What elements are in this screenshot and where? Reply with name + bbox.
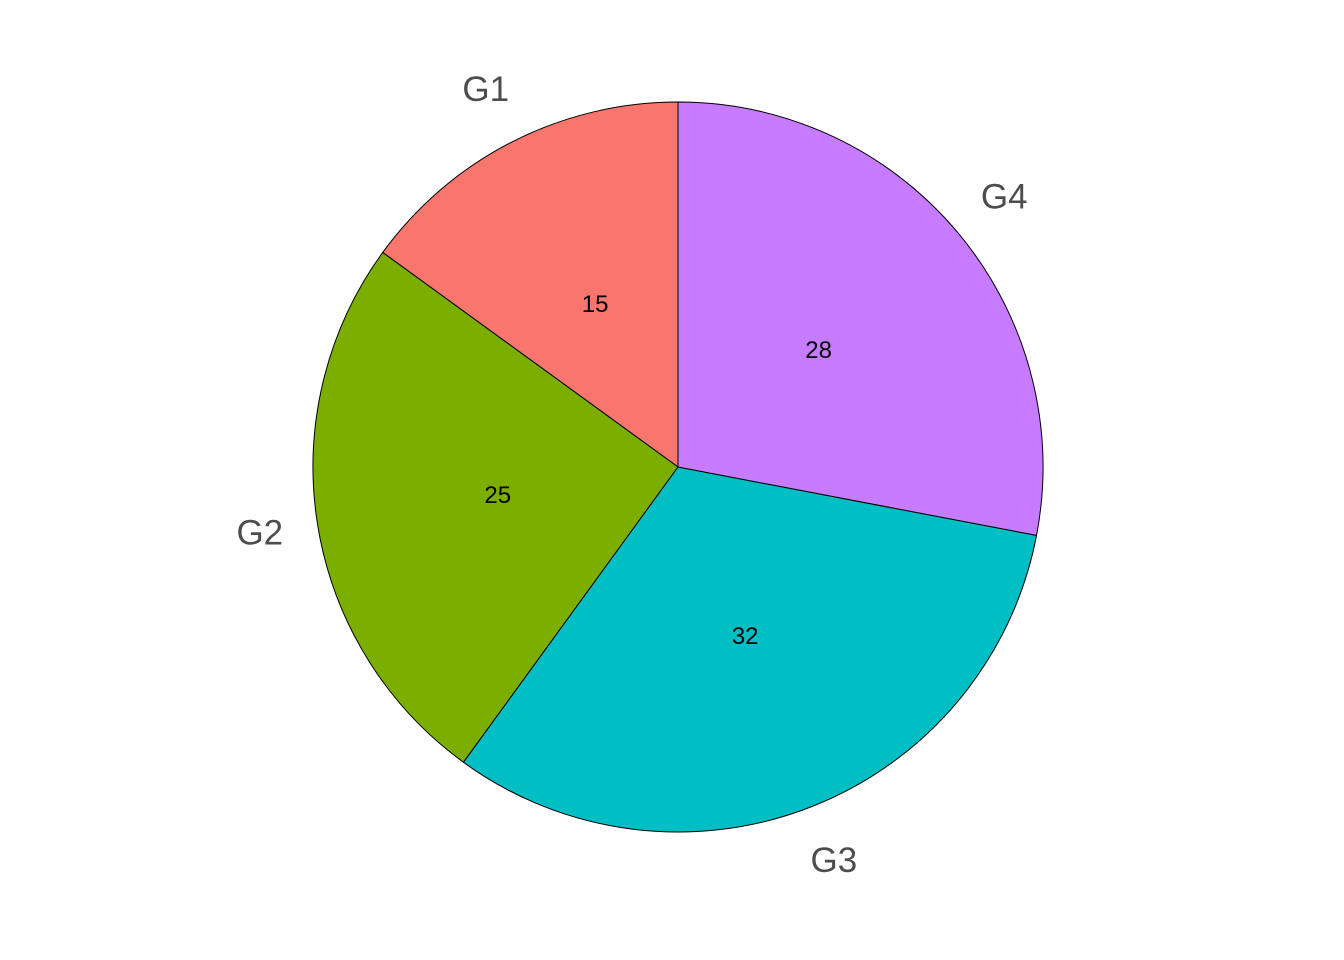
pie-slice-g3 <box>462 466 1038 833</box>
category-label-g4: G4 <box>981 178 1028 217</box>
category-labels-layer: G1 G2 G3 G4 <box>236 70 1027 880</box>
category-label-g1: G1 <box>462 70 509 109</box>
value-labels-layer: 15 25 32 28 <box>484 291 832 650</box>
value-label-g2: 25 <box>484 482 511 509</box>
pie-slice-g2 <box>312 251 679 763</box>
value-label-g1: 15 <box>582 291 609 318</box>
pie-slice-g1 <box>382 101 679 468</box>
category-label-g2: G2 <box>236 514 283 553</box>
category-label-g3: G3 <box>811 841 858 880</box>
value-label-g3: 32 <box>732 623 759 650</box>
slices-layer <box>312 101 1044 833</box>
value-label-g4: 28 <box>805 337 832 364</box>
pie-slice-g4 <box>677 101 1044 536</box>
